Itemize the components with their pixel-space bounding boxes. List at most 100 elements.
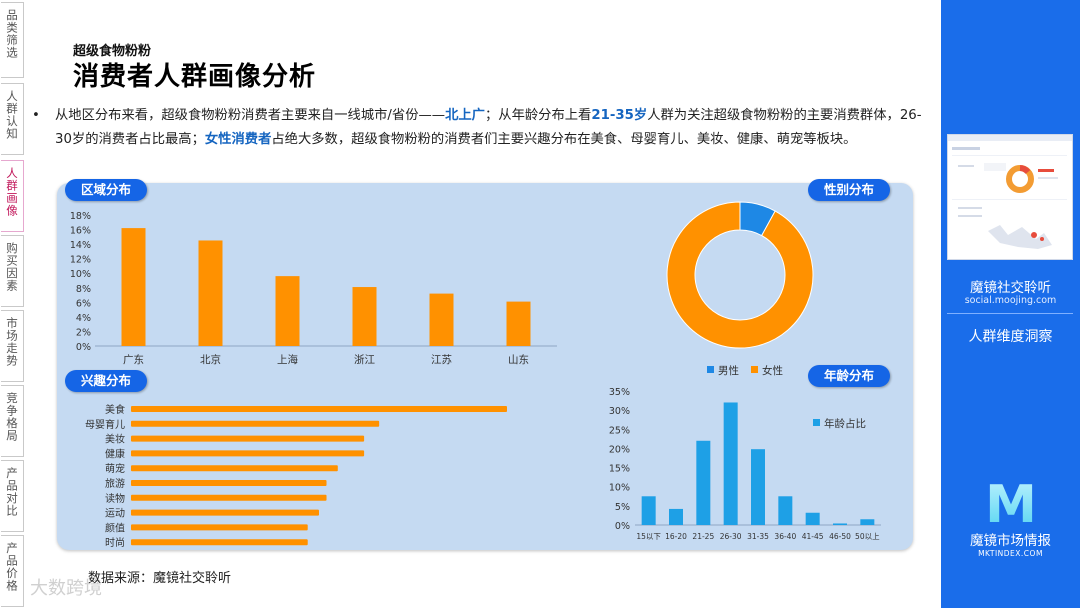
region-ytick: 0% xyxy=(76,342,91,353)
age-ytick: 25% xyxy=(609,425,630,436)
interest-bar xyxy=(131,509,319,516)
nav-tab-3[interactable]: 人群画像 xyxy=(1,160,24,232)
age-ytick: 15% xyxy=(609,464,630,475)
watermark: 大数跨境 xyxy=(30,578,102,599)
age-ytick: 20% xyxy=(609,444,630,455)
region-bar xyxy=(198,240,223,346)
charts-panel: 区域分布 性别分布 兴趣分布 年龄分布 0% 2% 4% 6% 8% 10% 12% 14% 1… xyxy=(57,179,913,550)
summary-paragraph: 从地区分布来看，超级食物粉粉消费者主要来自一线城市/省份——北上广；从年龄分布上… xyxy=(55,104,922,152)
nav-tab-5[interactable]: 市场走势 xyxy=(1,310,24,382)
right-sidebar: 魔镜社交聆听 social.moojing.com 人群维度洞察 M 魔镜市场情… xyxy=(941,0,1080,608)
interest-label: 读物 xyxy=(105,492,125,505)
brand-social-url: social.moojing.com xyxy=(964,295,1057,306)
interest-label: 健康 xyxy=(105,447,125,460)
age-xtick: 41-45 xyxy=(802,532,824,541)
gender-chart-title: 性别分布 xyxy=(808,179,891,201)
age-xtick: 15以下 xyxy=(636,532,661,541)
gender-slice xyxy=(666,201,814,349)
region-xtick: 江苏 xyxy=(431,353,452,366)
age-xtick: 50以上 xyxy=(855,532,880,541)
brand-social-listening: 魔镜社交聆听 xyxy=(970,280,1051,296)
age-bar xyxy=(696,440,711,525)
interest-bar xyxy=(131,420,380,427)
region-ytick: 16% xyxy=(70,226,91,237)
region-bar xyxy=(506,301,531,346)
age-ytick: 0% xyxy=(615,521,630,532)
age-bar xyxy=(860,519,875,525)
summary-highlight: 女性消费者 xyxy=(204,132,272,147)
nav-tab-1[interactable]: 品类筛选 xyxy=(1,2,24,78)
age-ytick: 30% xyxy=(609,406,630,417)
page-title: 消费者人群画像分析 xyxy=(73,62,317,92)
interest-label: 颜值 xyxy=(105,521,125,534)
nav-tab-2[interactable]: 人群认知 xyxy=(1,83,24,155)
interest-label: 母婴育儿 xyxy=(85,418,125,431)
interest-bar xyxy=(131,524,308,531)
age-xtick: 31-35 xyxy=(747,532,769,541)
age-legend-label: 年龄占比 xyxy=(824,417,866,430)
summary-highlight: 北上广 xyxy=(445,108,485,123)
age-legend-swatch xyxy=(813,419,820,426)
age-xtick: 26-30 xyxy=(720,532,742,541)
age-bar xyxy=(833,523,847,525)
age-bar xyxy=(669,508,683,525)
nav-tab-7[interactable]: 产品对比 xyxy=(1,460,24,532)
nav-tab-8[interactable]: 产品价格 xyxy=(1,535,24,607)
region-ytick: 10% xyxy=(70,269,91,280)
region-ytick: 8% xyxy=(76,284,91,295)
age-chart-title: 年龄分布 xyxy=(808,365,891,387)
brand-market-url: MKTINDEX.COM xyxy=(978,549,1043,558)
interest-bar xyxy=(131,539,308,546)
interest-bar xyxy=(131,494,327,501)
interest-chart-title: 兴趣分布 xyxy=(65,370,148,392)
age-bar xyxy=(751,449,765,525)
age-xtick: 16-20 xyxy=(665,532,687,541)
gender-legend-swatch xyxy=(707,366,714,373)
age-bar xyxy=(641,496,656,525)
interest-bar xyxy=(131,435,365,442)
interest-bar xyxy=(131,480,327,486)
region-xtick: 上海 xyxy=(277,353,298,366)
summary-text: • 从地区分布来看，超级食物粉粉消费者主要来自一线城市/省份——北上广；从年龄分… xyxy=(32,104,922,152)
region-bar xyxy=(275,276,300,346)
region-xtick: 北京 xyxy=(200,353,221,366)
nav-tab-4[interactable]: 购买因素 xyxy=(1,235,24,307)
nav-tab-6[interactable]: 竞争格局 xyxy=(1,385,24,457)
region-chart-title: 区域分布 xyxy=(65,179,148,201)
gender-legend-label: 男性 xyxy=(718,364,739,377)
interest-bar xyxy=(131,406,507,412)
interest-bar xyxy=(131,465,338,472)
age-ytick: 10% xyxy=(609,483,630,494)
dashboard-thumbnail xyxy=(947,134,1073,260)
interest-label: 美妆 xyxy=(105,433,125,446)
data-source: 数据来源：魔镜社交聆听 xyxy=(88,571,232,586)
page-subtitle: 超级食物粉粉 xyxy=(73,44,152,59)
summary-highlight: 21-35岁 xyxy=(591,108,648,123)
region-ytick: 12% xyxy=(70,255,91,266)
left-nav: 品类筛选人群认知人群画像购买因素市场走势竞争格局产品对比产品价格 xyxy=(0,0,26,608)
interest-label: 美食 xyxy=(105,403,125,416)
age-ytick: 35% xyxy=(609,387,630,398)
summary-segment: 占绝大多数，超级食物粉粉的消费者们主要兴趣分布在美食、母婴育儿、美妆、健康、萌宠… xyxy=(271,132,857,147)
region-xtick: 广东 xyxy=(123,353,144,366)
region-ytick: 18% xyxy=(70,211,91,222)
region-xtick: 浙江 xyxy=(354,354,375,366)
region-ytick: 2% xyxy=(76,327,91,338)
summary-segment: 从地区分布来看，超级食物粉粉消费者主要来自一线城市/省份—— xyxy=(55,108,446,123)
age-bar xyxy=(805,512,820,525)
interest-bar xyxy=(131,450,365,457)
bullet: • xyxy=(32,108,40,123)
interest-label: 旅游 xyxy=(105,477,125,490)
region-ytick: 14% xyxy=(70,240,91,251)
interest-label: 时尚 xyxy=(105,536,125,549)
age-xtick: 46-50 xyxy=(829,532,851,541)
region-ytick: 4% xyxy=(76,313,91,324)
age-xtick: 36-40 xyxy=(774,532,796,541)
insight-label: 人群维度洞察 xyxy=(968,329,1053,345)
region-bar xyxy=(352,287,377,346)
interest-label: 萌宠 xyxy=(105,462,125,475)
age-ytick: 5% xyxy=(615,502,630,513)
summary-segment: 人群为关注超级食物粉粉的主要消费群体，26-30岁的消费者占比最高； xyxy=(55,108,922,147)
region-ytick: 6% xyxy=(76,298,91,309)
